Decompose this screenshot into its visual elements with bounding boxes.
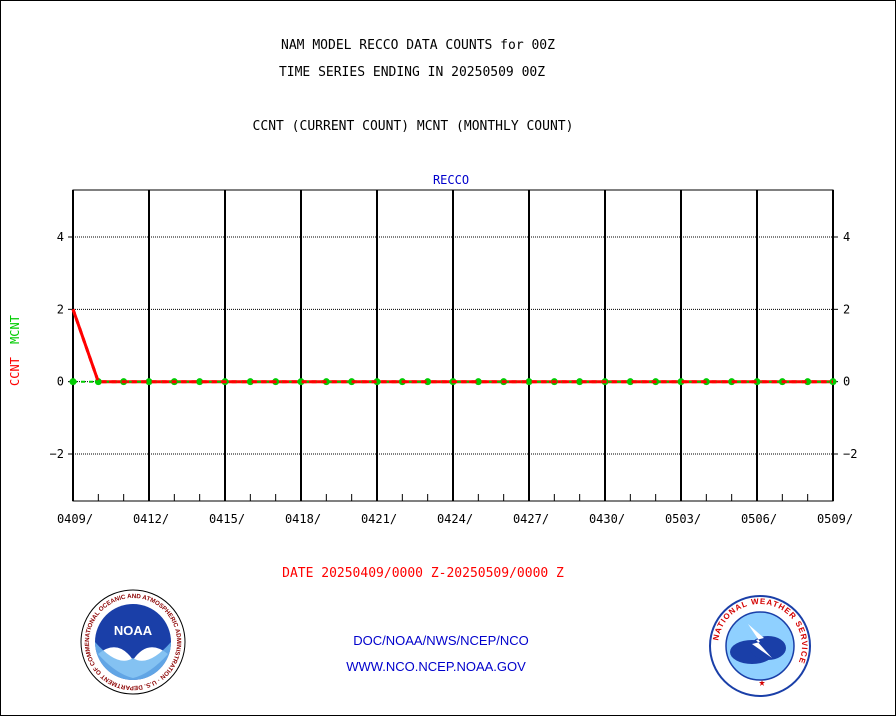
date-range-label: DATE 20250409/0000 Z-20250509/0000 Z xyxy=(282,566,564,581)
x-tick-label: 0412/ xyxy=(133,512,169,526)
x-tick-label: 0503/ xyxy=(665,512,701,526)
series-point-mcnt xyxy=(474,378,482,386)
series-line-ccnt-overlay xyxy=(71,308,833,384)
x-tick-label: 0509/ xyxy=(817,512,853,526)
y-tick-label-left: 0 xyxy=(57,375,64,389)
y-tick-label-left: 2 xyxy=(57,302,64,316)
ylabel-mcnt: MCNT xyxy=(8,315,22,344)
series-point-mcnt xyxy=(246,378,254,386)
series-point-mcnt xyxy=(804,378,812,386)
grid xyxy=(68,189,838,502)
y-tick-label-right: 2 xyxy=(843,302,850,316)
series-point-mcnt xyxy=(196,378,204,386)
panel-title: RECCO xyxy=(433,173,469,187)
series-point-mcnt xyxy=(297,378,305,386)
axis-labels: 0409/0412/0415/0418/0421/0424/0427/0430/… xyxy=(50,230,858,526)
x-tick-label: 0421/ xyxy=(361,512,397,526)
agency-website[interactable]: WWW.NCO.NCEP.NOAA.GOV xyxy=(346,659,526,674)
chart-title-line-1: NAM MODEL RECCO DATA COUNTS for 00Z xyxy=(281,38,555,53)
nws-logo-icon: NATIONAL WEATHER SERVICE xyxy=(709,595,811,697)
series-point-mcnt xyxy=(753,378,761,386)
series-point-mcnt xyxy=(373,378,381,386)
y-tick-label-right: 0 xyxy=(843,375,850,389)
noaa-logo-text: NOAA xyxy=(114,623,153,638)
chart-subtitle: CCNT (CURRENT COUNT) MCNT (MONTHLY COUNT… xyxy=(252,119,574,134)
series-point-mcnt xyxy=(525,378,533,386)
series-point-mcnt xyxy=(145,378,153,386)
series-point-mcnt xyxy=(69,378,77,386)
series-point-mcnt xyxy=(576,378,584,386)
series-point-mcnt xyxy=(626,378,634,386)
y-tick-label-left: 4 xyxy=(57,230,64,244)
y-tick-label-right: 4 xyxy=(843,230,850,244)
ylabel-ccnt: CCNT xyxy=(8,357,22,386)
x-tick-label: 0427/ xyxy=(513,512,549,526)
x-tick-label: 0506/ xyxy=(741,512,777,526)
x-tick-label: 0424/ xyxy=(437,512,473,526)
x-tick-label: 0409/ xyxy=(57,512,93,526)
x-tick-label: 0430/ xyxy=(589,512,625,526)
noaa-logo-icon: NOAA NATIONAL OCEANIC AND ATMOSPHERIC AD… xyxy=(78,588,186,695)
series-point-mcnt xyxy=(424,378,432,386)
chart-title-line-2: TIME SERIES ENDING IN 20250509 00Z xyxy=(278,65,546,80)
series-layer xyxy=(69,308,837,386)
agency-path: DOC/NOAA/NWS/NCEP/NCO xyxy=(353,633,529,648)
x-tick-label: 0418/ xyxy=(285,512,321,526)
x-tick-label: 0415/ xyxy=(209,512,245,526)
y-tick-label-left: −2 xyxy=(50,447,64,461)
series-point-mcnt xyxy=(677,378,685,386)
y-tick-label-right: −2 xyxy=(843,447,857,461)
